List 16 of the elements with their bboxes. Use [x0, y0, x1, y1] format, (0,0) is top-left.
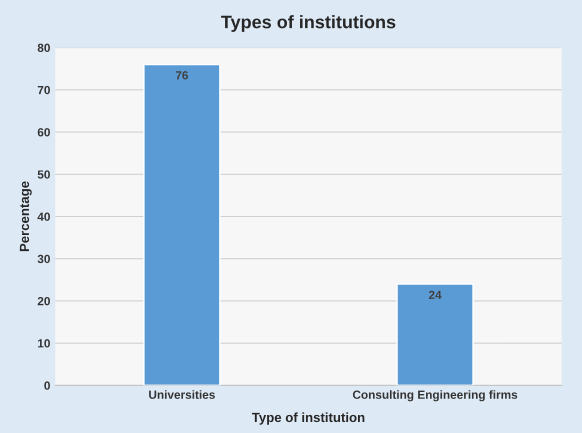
x-axis-title: Type of institution	[252, 412, 364, 425]
y-axis-title: Percentage	[20, 181, 32, 252]
y-tick-label: 20	[38, 296, 50, 306]
y-tick-label: 10	[38, 339, 50, 348]
x-tick-label: Universities	[149, 390, 215, 399]
y-tick-label: 50	[38, 170, 50, 179]
x-tick-label: Consulting Engineering firms	[352, 390, 518, 402]
y-tick-label: 80	[38, 44, 50, 52]
data-label: 76	[176, 71, 188, 80]
y-tick-label: 30	[38, 254, 50, 264]
y-tick-label: 40	[37, 212, 50, 221]
data-label: 24	[428, 290, 442, 299]
y-tick-label: 60	[38, 128, 50, 136]
y-tick-label: 70	[38, 86, 50, 94]
chart-title: Types of institutions	[221, 15, 396, 32]
y-tick-label: 0	[44, 381, 50, 390]
